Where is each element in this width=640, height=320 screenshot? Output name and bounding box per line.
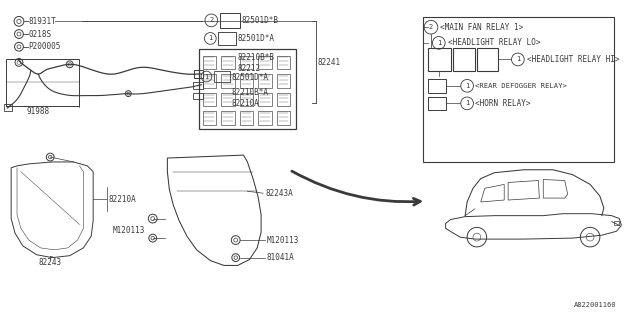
Text: <REAR DEFOGGER RELAY>: <REAR DEFOGGER RELAY> <box>475 83 567 89</box>
Text: 1: 1 <box>208 36 212 42</box>
Bar <box>239 74 253 88</box>
Text: 1: 1 <box>204 74 209 80</box>
Bar <box>276 56 291 69</box>
Text: <MAIN FAN RELAY 1>: <MAIN FAN RELAY 1> <box>440 23 523 32</box>
Bar <box>6 60 79 106</box>
Bar <box>428 48 451 71</box>
Bar <box>220 12 239 28</box>
Text: 1: 1 <box>516 56 520 62</box>
Text: <HORN RELAY>: <HORN RELAY> <box>475 99 531 108</box>
Text: M120113: M120113 <box>267 236 300 244</box>
Text: 82501D*A: 82501D*A <box>232 73 269 82</box>
Text: 2: 2 <box>429 24 433 30</box>
Text: 82210B*A: 82210B*A <box>232 88 269 97</box>
Text: 1: 1 <box>436 40 441 46</box>
Text: 82243A: 82243A <box>265 189 292 198</box>
Bar <box>614 220 620 225</box>
Bar <box>428 97 445 110</box>
Bar <box>4 104 12 111</box>
Bar <box>276 92 291 106</box>
Text: A822001160: A822001160 <box>574 302 616 308</box>
Text: 82210A: 82210A <box>109 195 136 204</box>
Text: 81931T: 81931T <box>29 17 56 26</box>
Bar <box>221 111 235 125</box>
Bar <box>453 48 475 71</box>
Text: <HEADLIGHT RELAY LO>: <HEADLIGHT RELAY LO> <box>447 38 540 47</box>
Bar <box>202 74 216 88</box>
Text: 82241: 82241 <box>317 58 341 67</box>
Bar <box>221 92 235 106</box>
Text: 82210A: 82210A <box>232 99 260 108</box>
Bar <box>428 79 445 92</box>
Text: M120113: M120113 <box>112 226 145 235</box>
Bar <box>193 82 202 89</box>
Bar <box>221 56 235 69</box>
Bar <box>258 74 272 88</box>
Bar <box>193 92 202 100</box>
Text: 82501D*B: 82501D*B <box>241 16 278 25</box>
Bar <box>423 18 614 162</box>
Text: 1: 1 <box>465 83 469 89</box>
Bar <box>477 48 499 71</box>
Text: 1: 1 <box>465 100 469 106</box>
Text: 81041A: 81041A <box>267 253 294 262</box>
Bar <box>202 111 216 125</box>
Text: 0218S: 0218S <box>29 29 52 38</box>
Bar <box>258 56 272 69</box>
Text: 2: 2 <box>209 17 213 23</box>
Text: 91988: 91988 <box>27 107 50 116</box>
Bar <box>239 92 253 106</box>
Bar <box>258 92 272 106</box>
Bar <box>258 111 272 125</box>
Bar <box>276 111 291 125</box>
Text: <HEADLIGHT RELAY HI>: <HEADLIGHT RELAY HI> <box>527 55 619 64</box>
Bar <box>214 71 230 82</box>
Bar <box>194 70 204 78</box>
Bar <box>221 74 235 88</box>
Bar <box>198 49 296 129</box>
Bar <box>202 92 216 106</box>
Bar <box>239 56 253 69</box>
Text: 82212: 82212 <box>237 64 260 73</box>
Text: 82210B*B: 82210B*B <box>237 53 275 62</box>
Text: 82501D*A: 82501D*A <box>237 35 275 44</box>
Text: 82243: 82243 <box>38 258 62 267</box>
Bar <box>218 32 236 45</box>
Bar <box>202 56 216 69</box>
Bar <box>239 111 253 125</box>
Bar <box>276 74 291 88</box>
Text: P200005: P200005 <box>29 42 61 51</box>
